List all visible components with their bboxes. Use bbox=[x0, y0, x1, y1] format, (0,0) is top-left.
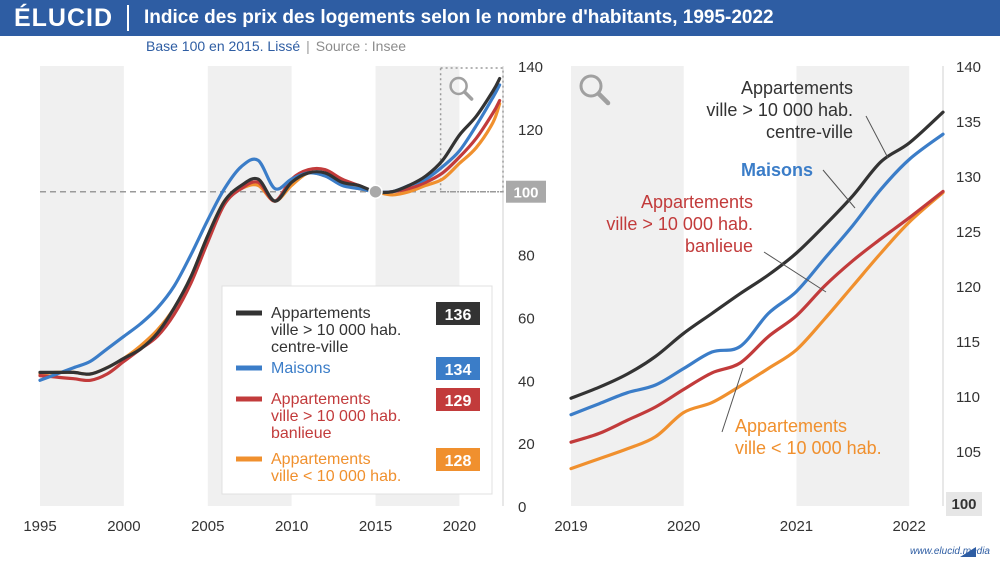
footer-url: www.elucid.media bbox=[909, 546, 990, 557]
right-base-badge bbox=[946, 492, 982, 516]
right-series-line-centre bbox=[569, 110, 945, 400]
left-x-tick-label: 2010 bbox=[275, 518, 308, 535]
reference-badge bbox=[506, 180, 546, 203]
right-y-tick-label: 130 bbox=[956, 169, 981, 186]
subtitle-separator: | bbox=[306, 38, 310, 54]
magnifier-handle bbox=[462, 90, 474, 101]
logo-divider bbox=[127, 5, 129, 31]
zoom-box bbox=[439, 67, 504, 193]
right-magnifier-icon bbox=[579, 74, 611, 106]
right-y-tick-label: 125 bbox=[956, 224, 981, 241]
legend-value-petites: 128 bbox=[445, 453, 472, 470]
base-100-marker bbox=[368, 184, 383, 199]
subtitle-source: Source : Insee bbox=[315, 38, 407, 54]
left-y-tick-label: 20 bbox=[518, 436, 535, 453]
left-series-line-centre bbox=[38, 77, 502, 376]
left-x-tick-label: 2005 bbox=[191, 518, 224, 535]
annotation-label-maisons: Maisons bbox=[741, 160, 813, 180]
left-y-tick-label: 0 bbox=[518, 499, 526, 516]
left-series-line-maisons bbox=[38, 83, 502, 382]
subtitle-base: Base 100 en 2015. Lissé bbox=[146, 38, 301, 54]
annotation-leader-banlieue bbox=[763, 251, 827, 293]
annotation-label-banlieue: Appartements bbox=[641, 192, 753, 212]
annotation-label-centre: centre-ville bbox=[766, 122, 853, 142]
annotation-label-banlieue: ville > 10 000 hab. bbox=[606, 214, 753, 234]
legend-value-maisons: 134 bbox=[445, 362, 472, 379]
legend-label-banlieue: ville > 10 000 hab. bbox=[271, 408, 401, 425]
legend-value-banlieue: 129 bbox=[445, 393, 472, 410]
right-x-tick-label: 2020 bbox=[667, 518, 700, 535]
annotation-leader-petites bbox=[721, 367, 744, 433]
legend-label-banlieue: Appartements bbox=[271, 391, 371, 408]
chart-title: Indice des prix des logements selon le n… bbox=[144, 7, 774, 28]
left-magnifier-icon bbox=[449, 76, 474, 101]
right-series-line-banlieue bbox=[569, 189, 945, 444]
right-y-tick-label: 110 bbox=[956, 389, 980, 406]
reference-badge-label: 100 bbox=[513, 185, 538, 202]
legend-label-centre: Appartements bbox=[271, 305, 371, 322]
annotation-label-petites: ville < 10 000 hab. bbox=[735, 438, 882, 458]
right-y-tick-label: 135 bbox=[956, 114, 981, 131]
right-x-tick-label: 2022 bbox=[892, 518, 925, 535]
left-y-tick-label: 120 bbox=[518, 122, 543, 139]
left-y-tick-label: 140 bbox=[518, 59, 543, 76]
legend-label-petites: ville < 10 000 hab. bbox=[271, 468, 401, 485]
magnifier-lens bbox=[579, 74, 603, 98]
legend-label-petites: Appartements bbox=[271, 451, 371, 468]
right-x-tick-label: 2021 bbox=[780, 518, 813, 535]
elucid-mark-icon bbox=[960, 547, 976, 557]
left-y-tick-label: 40 bbox=[518, 373, 535, 390]
legend-label-maisons: Maisons bbox=[271, 360, 331, 377]
annotation-label-centre: Appartements bbox=[741, 78, 853, 98]
legend-label-centre: centre-ville bbox=[271, 339, 348, 356]
left-x-tick-label: 2020 bbox=[443, 518, 476, 535]
legend-value-badge-banlieue bbox=[436, 388, 480, 411]
chart-subtitle: Base 100 en 2015. Lissé | Source : Insee bbox=[146, 38, 406, 54]
annotation-label-banlieue: banlieue bbox=[685, 236, 753, 256]
left-year-band bbox=[40, 66, 124, 506]
legend-value-centre: 136 bbox=[445, 307, 472, 324]
magnifier-handle bbox=[596, 91, 611, 106]
header-bar: ÉLUCID Indice des prix des logements sel… bbox=[0, 0, 1000, 36]
legend-value-badge-maisons bbox=[436, 357, 480, 380]
right-y-tick-label: 100 bbox=[951, 496, 976, 513]
left-y-tick-label: 60 bbox=[518, 310, 535, 327]
legend-value-badge-petites bbox=[436, 448, 480, 471]
right-x-tick-label: 2019 bbox=[554, 518, 587, 535]
right-y-tick-label: 115 bbox=[956, 334, 980, 351]
annotation-leader-centre bbox=[865, 115, 889, 159]
annotation-label-petites: Appartements bbox=[735, 416, 847, 436]
right-y-tick-label: 105 bbox=[956, 444, 981, 461]
elucid-logo: ÉLUCID bbox=[13, 4, 114, 32]
right-series-line-maisons bbox=[569, 132, 945, 417]
right-year-band bbox=[571, 66, 684, 506]
left-y-tick-label: 80 bbox=[518, 248, 535, 265]
left-x-tick-label: 2015 bbox=[359, 518, 392, 535]
magnifier-lens bbox=[449, 76, 468, 96]
left-x-tick-label: 1995 bbox=[23, 518, 56, 535]
right-y-tick-label: 120 bbox=[956, 279, 981, 296]
annotation-leader-maisons bbox=[822, 169, 856, 209]
right-series-line-petites bbox=[569, 190, 945, 471]
legend-label-centre: ville > 10 000 hab. bbox=[271, 322, 401, 339]
annotation-label-centre: ville > 10 000 hab. bbox=[706, 100, 853, 120]
legend-label-banlieue: banlieue bbox=[271, 425, 332, 442]
right-y-tick-label: 140 bbox=[956, 59, 981, 76]
legend-value-badge-centre bbox=[436, 302, 480, 325]
left-x-tick-label: 2000 bbox=[107, 518, 140, 535]
